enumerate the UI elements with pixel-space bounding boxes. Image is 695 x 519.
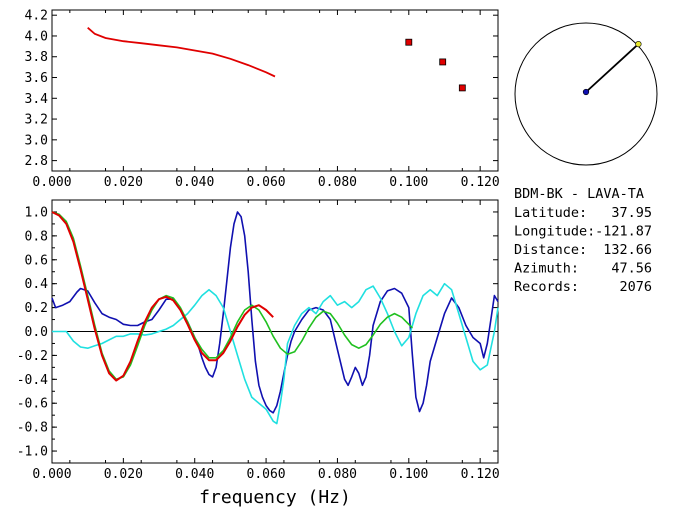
info-label: Records: [514, 279, 579, 295]
y-tick-label: 3.0 [25, 133, 48, 148]
series-green [51, 211, 413, 381]
y-tick-label: 0.2 [25, 301, 48, 316]
x-tick-label: 0.000 [32, 175, 71, 190]
azimuth-needle [585, 43, 640, 93]
x-tick-label: 0.120 [461, 467, 500, 482]
top-line-series [87, 27, 276, 78]
y-tick-label: 2.8 [25, 154, 48, 169]
x-tick-label: 0.060 [247, 467, 286, 482]
top-axis-ticks: 0.000 0.020 0.040 0.060 0.080 0.100 0.120 2.8 3.… [25, 9, 500, 190]
x-tick-label: 0.080 [318, 467, 357, 482]
top-panel: 0.000 0.020 0.040 0.060 0.080 0.100 0.120 2.8 3.… [25, 9, 500, 190]
station-info: BDM-BK - LAVA-TA Latitude: 37.95 Longitude… [514, 186, 652, 295]
x-tick-label: 0.060 [247, 175, 286, 190]
azimuth-compass [514, 22, 658, 166]
azimuth-endpoint-dot [635, 40, 642, 48]
y-tick-label: 3.2 [25, 113, 48, 128]
x-tick-label: 0.080 [318, 175, 357, 190]
info-value: 37.95 [611, 205, 652, 221]
series-blue [51, 211, 499, 414]
y-tick-label: 0.4 [25, 277, 49, 292]
y-tick-label: 3.8 [25, 50, 48, 65]
y-tick-label: 0.6 [25, 253, 48, 268]
top-curve [87, 27, 276, 78]
bottom-series [51, 211, 499, 425]
y-tick-label: -0.6 [17, 397, 48, 412]
top-points [405, 38, 466, 92]
bottom-panel: 0.000 0.020 0.040 0.060 0.080 0.100 0.120 1.0 0.… [17, 199, 500, 508]
y-tick-label: 0.0 [25, 325, 48, 340]
y-tick-label: 4.0 [25, 29, 48, 44]
info-label: Latitude: [514, 205, 587, 221]
bottom-axis-ticks: 0.000 0.020 0.040 0.060 0.080 0.100 0.120 1.0 0.… [17, 200, 500, 482]
x-tick-label: 0.020 [104, 175, 143, 190]
x-tick-label: 0.100 [389, 175, 428, 190]
x-tick-label: 0.120 [461, 175, 500, 190]
top-plot-frame [51, 9, 499, 172]
x-tick-label: 0.040 [175, 467, 214, 482]
series-red [51, 211, 274, 382]
data-point-marker [458, 84, 466, 92]
info-label: Azimuth: [514, 261, 579, 277]
series-cyan [52, 282, 499, 425]
station-pair-title: BDM-BK - LAVA-TA [514, 186, 644, 202]
data-point-marker [439, 58, 447, 66]
info-label: Longitude: [514, 224, 595, 240]
info-value: -121.87 [595, 224, 652, 240]
x-tick-label: 0.020 [104, 467, 143, 482]
info-value: 132.66 [603, 242, 652, 258]
y-tick-label: -0.4 [17, 373, 48, 388]
y-tick-label: -0.8 [17, 421, 48, 436]
station-dot [582, 88, 590, 96]
info-label: Distance: [514, 242, 587, 258]
y-tick-label: -0.2 [17, 349, 48, 364]
y-tick-label: 0.8 [25, 229, 48, 244]
compass-circle [514, 22, 658, 166]
info-value: 47.56 [611, 261, 652, 277]
x-tick-label: 0.040 [175, 175, 214, 190]
y-tick-label: 4.2 [25, 9, 48, 24]
y-tick-label: -1.0 [17, 445, 48, 460]
y-tick-label: 1.0 [25, 205, 48, 220]
y-tick-label: 3.4 [25, 92, 49, 107]
data-point-marker [405, 38, 413, 46]
info-value: 2076 [619, 279, 652, 295]
x-tick-label: 0.000 [32, 467, 71, 482]
y-tick-label: 3.6 [25, 71, 48, 86]
x-axis-label: frequency (Hz) [199, 487, 351, 508]
x-tick-label: 0.100 [389, 467, 428, 482]
